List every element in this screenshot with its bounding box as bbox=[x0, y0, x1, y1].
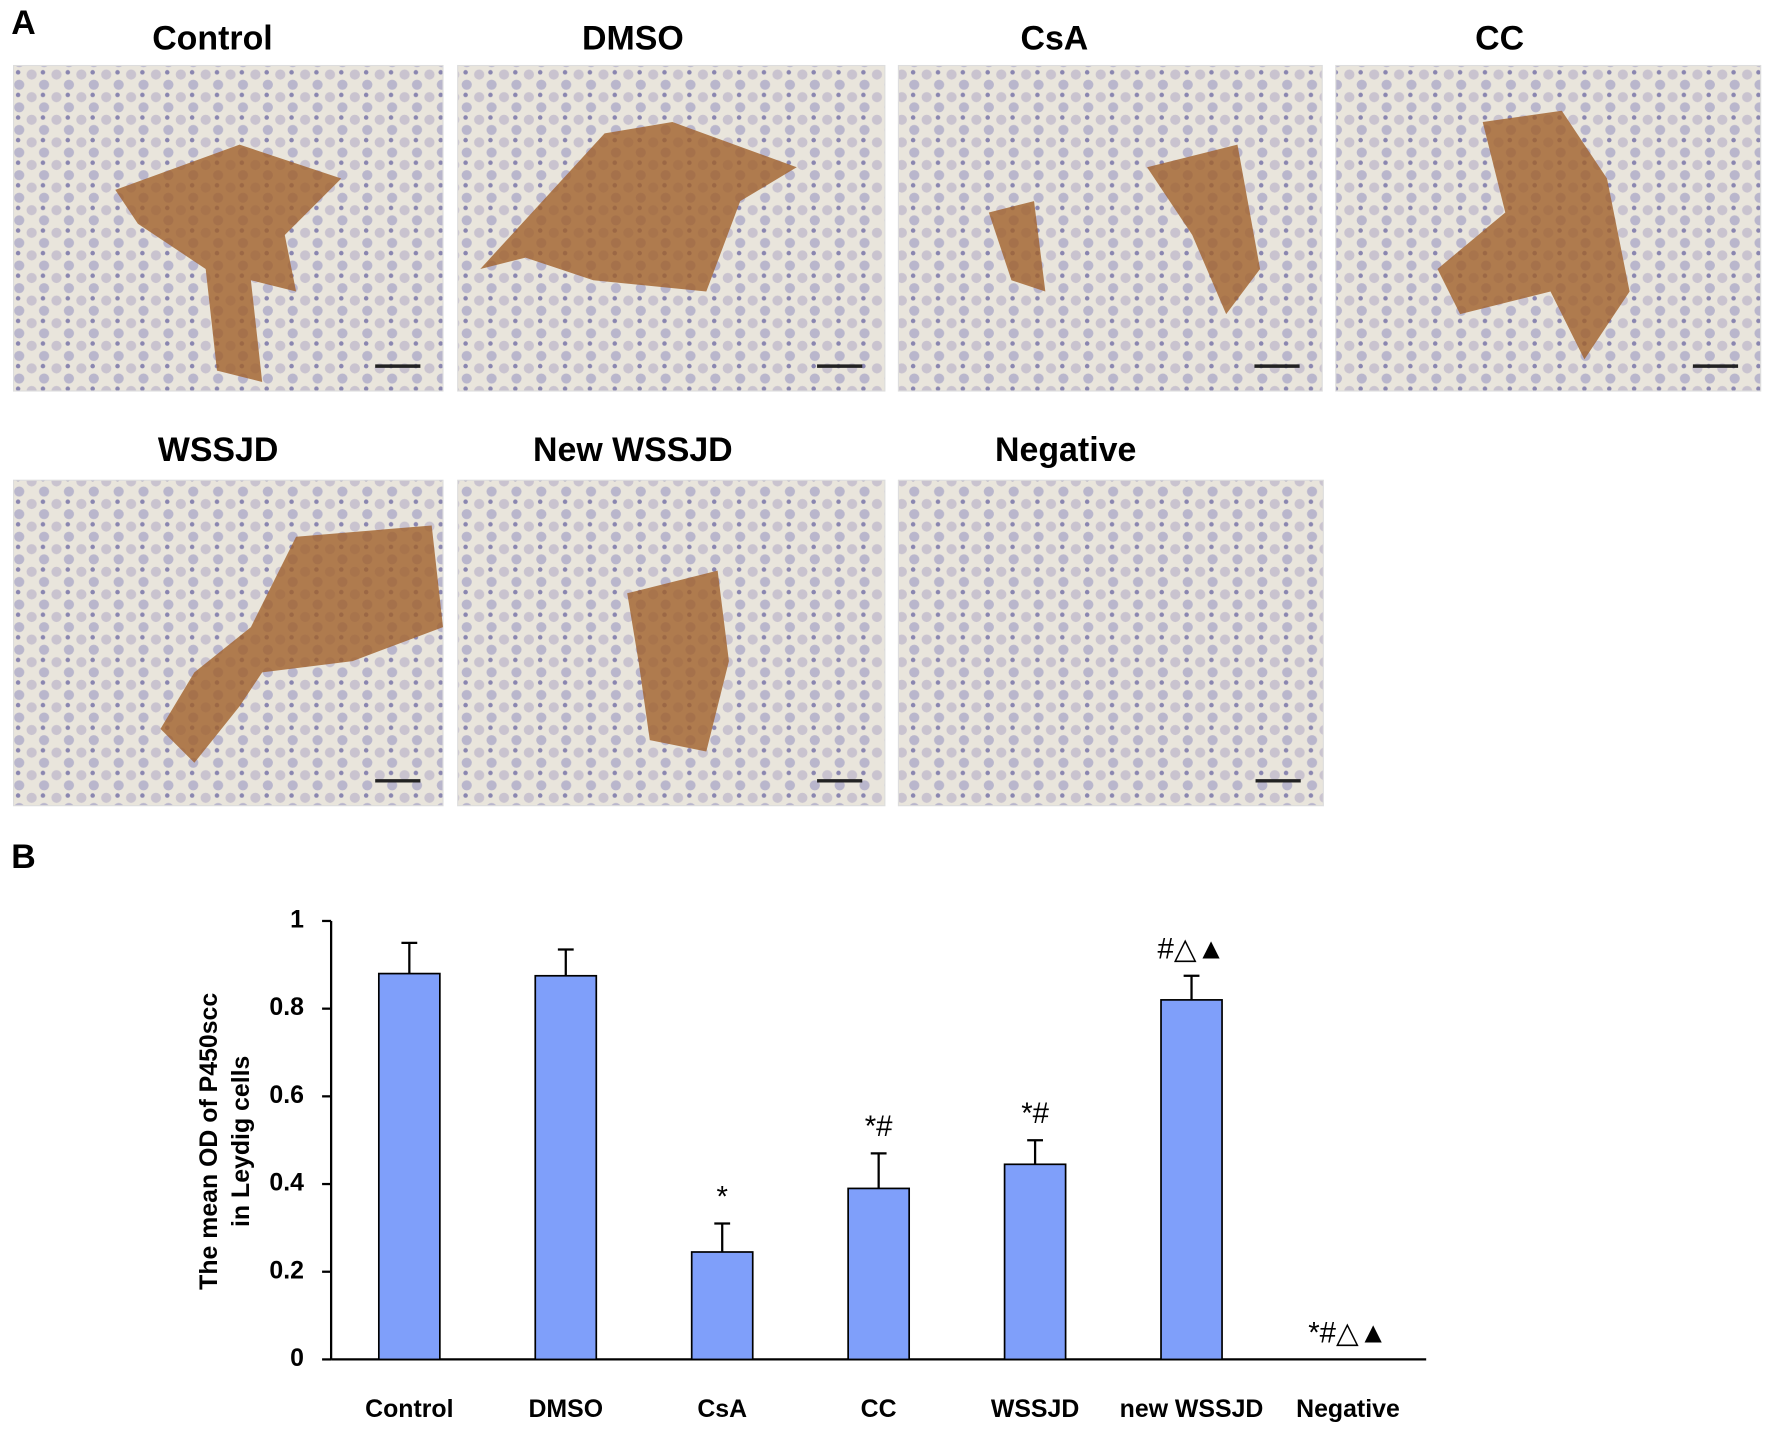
y-axis-label: The mean OD of P450scc in Leydig cells bbox=[195, 993, 255, 1290]
y-axis-label-line: in Leydig cells bbox=[226, 1056, 254, 1227]
bar bbox=[690, 1251, 754, 1361]
x-tick-label: CC bbox=[861, 1395, 897, 1423]
x-tick-label: Negative bbox=[1296, 1395, 1400, 1423]
bar bbox=[1003, 1163, 1067, 1361]
stain-region bbox=[1437, 110, 1630, 360]
significance-label: #△▲ bbox=[1158, 933, 1226, 966]
image-title: WSSJD bbox=[158, 431, 279, 469]
panel-label: A bbox=[11, 4, 35, 42]
x-tick-label: new WSSJD bbox=[1120, 1395, 1264, 1423]
stain-region bbox=[627, 570, 729, 752]
micrograph bbox=[897, 64, 1323, 392]
x-tick-label: Control bbox=[365, 1395, 453, 1423]
micrograph bbox=[897, 479, 1324, 807]
stain-region bbox=[160, 525, 443, 763]
stain-region bbox=[480, 122, 797, 292]
image-title: Negative bbox=[995, 431, 1136, 469]
significance-label: *#△▲ bbox=[1308, 1316, 1387, 1349]
stain-region bbox=[988, 144, 1261, 315]
y-tick-label: 0.6 bbox=[269, 1081, 304, 1109]
image-title: Control bbox=[152, 20, 272, 58]
image-title: DMSO bbox=[582, 20, 684, 58]
significance-label: * bbox=[716, 1180, 727, 1213]
y-axis-label-line: The mean OD of P450scc bbox=[195, 993, 223, 1290]
bar bbox=[847, 1187, 911, 1361]
stain-region bbox=[115, 144, 342, 382]
image-title: New WSSJD bbox=[533, 431, 733, 469]
panel-label: B bbox=[11, 838, 35, 876]
y-tick-label: 0.8 bbox=[269, 993, 304, 1021]
x-tick-label: CsA bbox=[697, 1395, 747, 1423]
x-tick-label: DMSO bbox=[528, 1395, 603, 1423]
significance-label: *# bbox=[865, 1110, 893, 1143]
bar-chart: 0 0.2 0.4 0.6 0.8 1 The mean OD of P450scc in L… bbox=[195, 906, 1427, 1423]
significance-label: *# bbox=[1021, 1097, 1049, 1130]
bar bbox=[1160, 999, 1223, 1361]
image-title: CC bbox=[1475, 20, 1524, 58]
micrographs: Control DMSO CsA CC WSSJD New WSSJD Negative bbox=[12, 20, 1762, 807]
bar bbox=[534, 974, 598, 1361]
bar bbox=[377, 972, 441, 1361]
image-title: CsA bbox=[1020, 20, 1088, 58]
y-tick-label: 0 bbox=[290, 1344, 304, 1372]
y-tick-label: 1 bbox=[290, 906, 304, 934]
x-tick-label: WSSJD bbox=[991, 1395, 1079, 1423]
y-tick-label: 0.2 bbox=[269, 1256, 304, 1284]
y-tick-label: 0.4 bbox=[269, 1169, 304, 1197]
